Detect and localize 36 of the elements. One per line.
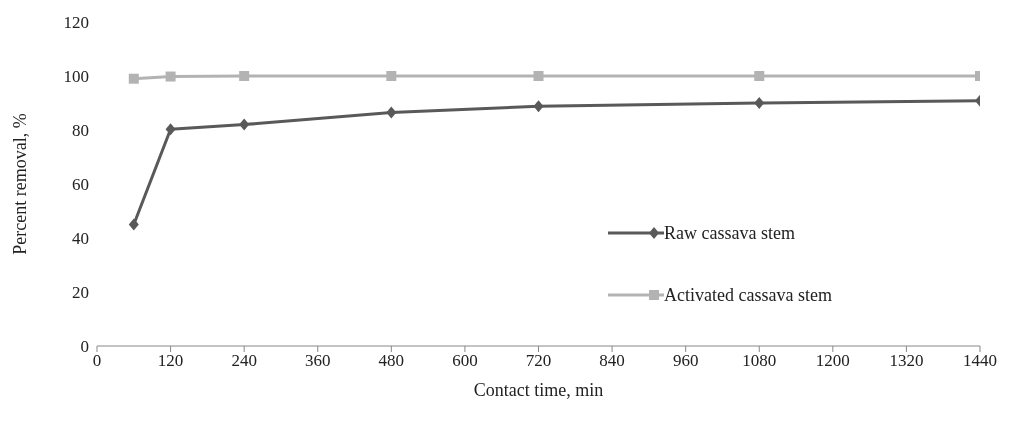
y-tick-label: 0 [80, 337, 89, 357]
point [386, 71, 397, 81]
point [128, 73, 139, 84]
y-tick-label: 100 [63, 67, 89, 87]
point [754, 71, 765, 81]
x-tick-label: 600 [452, 351, 478, 371]
y-tick-label: 60 [72, 175, 89, 195]
point [533, 71, 544, 81]
x-tick-label: 840 [599, 351, 625, 371]
y-tick-label: 80 [72, 121, 89, 141]
point [165, 123, 176, 136]
x-tick-label: 240 [231, 351, 257, 371]
point [386, 106, 397, 119]
x-tick-label: 1200 [815, 351, 850, 371]
y-tick-label: 120 [63, 13, 89, 33]
x-tick-label: 120 [157, 351, 184, 371]
x-tick-label: 960 [672, 351, 699, 371]
point [754, 97, 765, 109]
point [239, 71, 250, 81]
y-axis-title: Percent removal, % [10, 113, 31, 255]
point [239, 118, 250, 131]
x-tick-label: 0 [92, 351, 102, 371]
point [128, 218, 139, 231]
x-tick-label: 1320 [889, 351, 924, 371]
x-tick-label: 720 [525, 351, 552, 371]
x-tick-label: 360 [305, 351, 331, 371]
legend-label: Raw cassava stem [664, 222, 795, 244]
x-tick-label: 1080 [742, 351, 777, 371]
legend-label: Activated cassava stem [664, 284, 832, 306]
x-tick-label: 480 [378, 351, 405, 371]
x-axis-title: Contact time, min [473, 380, 604, 400]
point [533, 100, 544, 113]
y-tick-label: 20 [72, 283, 89, 303]
y-tick-label: 40 [72, 229, 89, 249]
point [165, 71, 176, 82]
x-tick-label: 1440 [963, 351, 997, 371]
